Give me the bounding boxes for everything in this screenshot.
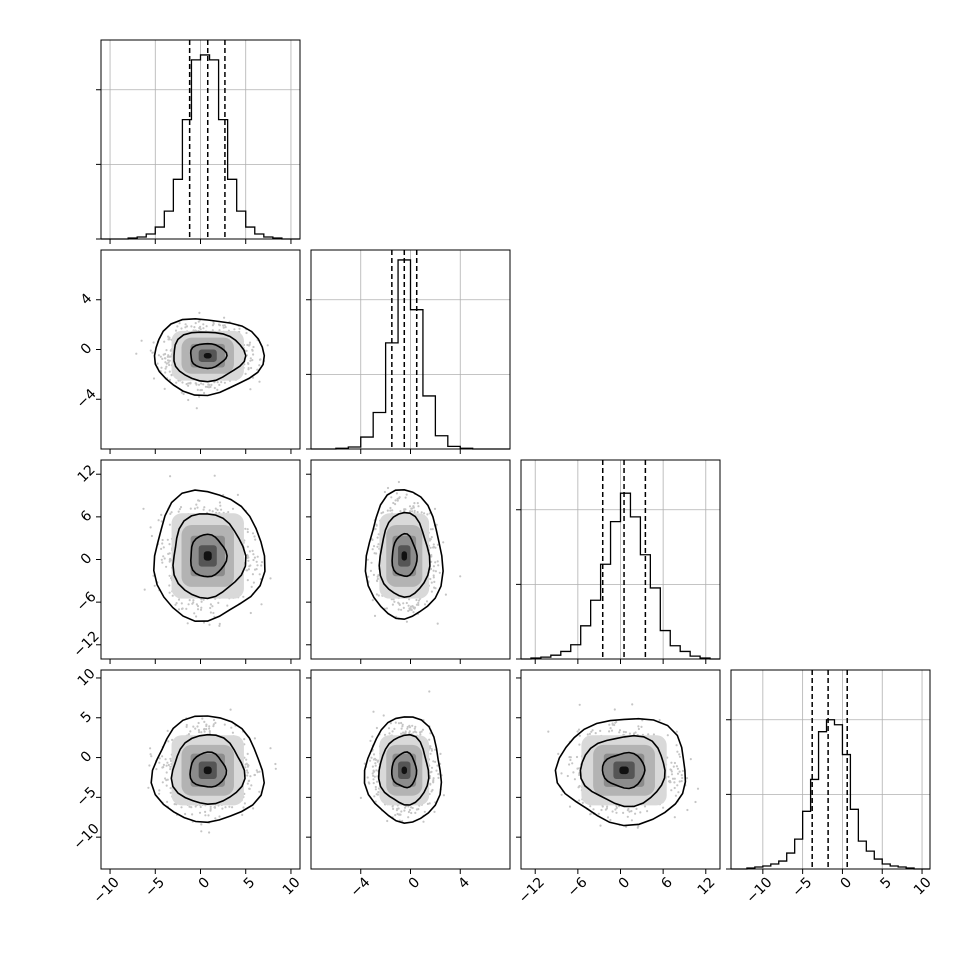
y-tick-label: 5 [78, 709, 96, 727]
y-tick-label: −4 [74, 386, 100, 412]
x-tick-label: 0 [196, 874, 214, 892]
contour-line [152, 489, 266, 623]
x-tick-label: 6 [658, 874, 676, 892]
x-tick-label: −12 [516, 874, 548, 906]
density-panel-3-2 [306, 459, 511, 664]
contour-line [153, 317, 266, 397]
y-tick-label: 12 [75, 462, 99, 486]
panel-content [359, 690, 446, 825]
density-panel-4-1: −10 −5 0 5 10 10 5 0 −5 −10 [71, 666, 304, 907]
histogram-panel-2 [306, 249, 511, 454]
y-tick-label: −5 [74, 784, 100, 810]
contour-line [377, 733, 430, 806]
contour-line [363, 716, 443, 825]
density-block [203, 766, 212, 775]
histogram-panel-3 [516, 459, 721, 664]
density-block [203, 352, 212, 359]
panel-frame [730, 669, 931, 870]
density-block [203, 551, 212, 561]
histogram-panel-4: −10 −5 0 5 10 [726, 669, 935, 907]
x-tick-label: 5 [241, 874, 259, 892]
x-tick-label: −10 [91, 874, 123, 906]
x-tick-label: 5 [877, 874, 895, 892]
y-tick-label: 6 [78, 508, 96, 526]
x-tick-label: 0 [616, 874, 634, 892]
density-panel-3-1: 12 6 0 −6 −12 [71, 459, 301, 664]
density-panel-2-1: 4 0 −4 [74, 249, 301, 454]
y-tick-label: 0 [78, 550, 96, 568]
x-tick-label: 10 [911, 874, 935, 898]
density-block [401, 551, 408, 561]
contour-line [170, 733, 246, 806]
y-tick-label: 0 [78, 748, 96, 766]
histogram-step [521, 492, 720, 660]
x-tick-label: −6 [565, 874, 591, 900]
panel-content [364, 480, 462, 625]
x-tick-label: 4 [455, 874, 473, 892]
density-panel-4-2: −4 0 4 [306, 669, 511, 900]
panel-content [147, 708, 277, 834]
contour-line [601, 751, 646, 790]
contour-line [189, 751, 228, 788]
histogram-step [731, 719, 930, 870]
panel-content [547, 703, 700, 829]
y-tick-label: 0 [78, 340, 96, 358]
x-tick-label: −4 [348, 874, 374, 900]
contour-line [579, 734, 666, 808]
histogram-panel-1 [96, 39, 301, 244]
x-tick-label: 0 [406, 874, 424, 892]
x-tick-label: 0 [838, 874, 856, 892]
x-tick-label: 12 [695, 874, 719, 898]
y-tick-label: 4 [78, 291, 96, 309]
y-tick-label: −6 [74, 589, 100, 615]
y-tick-label: 10 [75, 666, 99, 690]
histogram-step [311, 259, 510, 450]
contour-line [391, 532, 418, 578]
contour-line [189, 342, 228, 370]
density-panel-4-3: −12 −6 0 6 12 [516, 669, 721, 907]
y-tick-label: −10 [71, 821, 103, 853]
contour-line [173, 331, 247, 383]
contour-line [554, 717, 687, 827]
contour-line [391, 751, 418, 789]
histogram-step [101, 54, 300, 240]
contour-line [150, 715, 266, 824]
x-tick-label: −5 [789, 874, 815, 900]
contour-line [189, 533, 228, 578]
y-tick-label: −12 [71, 628, 103, 660]
x-tick-label: −5 [142, 874, 168, 900]
panel-content [135, 311, 269, 410]
x-tick-label: −10 [743, 874, 775, 906]
contour-line [378, 511, 431, 599]
density-block [619, 766, 629, 775]
contour-line [364, 488, 444, 621]
contour-line [172, 513, 247, 600]
x-tick-label: 10 [280, 874, 304, 898]
density-block [401, 766, 408, 775]
panel-content [142, 474, 272, 627]
